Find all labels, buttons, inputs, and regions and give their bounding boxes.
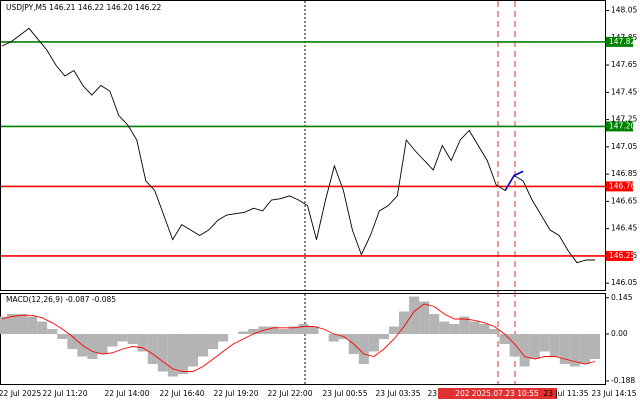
macd-bar <box>127 334 138 344</box>
time-label: 22 Jul 11:20 <box>43 389 88 398</box>
macd-bar <box>177 334 188 374</box>
time-label: 23 Jul 00:55 <box>323 389 368 398</box>
y-tick-label: 148.05 <box>611 6 637 15</box>
y-tick-label: 147.25 <box>611 115 637 124</box>
level-label: 147.20 <box>609 121 635 130</box>
time-label: 22 Jul 19:20 <box>214 389 259 398</box>
macd-panel-frame <box>0 293 606 385</box>
macd-bar <box>308 326 319 334</box>
macd-bar <box>17 314 28 334</box>
macd-bar <box>298 324 309 334</box>
macd-bar <box>549 334 560 357</box>
macd-bar <box>368 334 379 352</box>
macd-bar <box>539 334 550 352</box>
time-label: 23 Jul 03:35 <box>376 389 421 398</box>
macd-bar <box>0 316 8 334</box>
macd-bar <box>107 334 118 347</box>
y-tick-label: 147.05 <box>611 142 637 151</box>
macd-bar <box>409 296 420 334</box>
time-label: 22 Jul 22:00 <box>268 389 313 398</box>
macd-bar <box>388 326 400 334</box>
macd-bar <box>459 316 470 334</box>
macd-bar <box>569 334 580 367</box>
price-panel-frame <box>0 0 606 291</box>
level-label-bg <box>606 250 633 261</box>
macd-bar <box>579 334 590 364</box>
chart-title: USDJPY,M5 146.21 146.22 146.20 146.22 <box>6 3 162 12</box>
y-tick-label: 146.05 <box>611 278 637 287</box>
y-tick-label: -0.188 <box>611 376 635 385</box>
time-label: 22 Jul 16:40 <box>160 389 205 398</box>
y-tick-label: 0.145 <box>611 293 633 302</box>
y-tick-label: 146.65 <box>611 196 637 205</box>
macd-bar <box>509 334 520 357</box>
macd-bar <box>499 334 510 344</box>
macd-bar <box>529 334 540 359</box>
time-label: 23 Jul 11:35 <box>544 389 589 398</box>
macd-bar <box>399 311 410 334</box>
macd-bar <box>589 334 601 359</box>
macd-bar <box>97 334 108 354</box>
time-label: 23 Jul 14:15 <box>592 389 637 398</box>
macd-bar <box>439 321 450 334</box>
macd-bar <box>288 326 299 334</box>
macd-bar <box>117 334 128 342</box>
macd-bar <box>37 321 48 334</box>
y-tick-label: 146.45 <box>611 224 637 233</box>
macd-bar <box>419 301 430 334</box>
level-label-bg <box>606 181 633 192</box>
macd-bar <box>67 334 78 349</box>
macd-bar <box>57 334 68 339</box>
level-label: 146.76 <box>609 181 635 190</box>
macd-bar <box>358 334 369 364</box>
macd-bar <box>47 329 58 334</box>
macd-bar <box>197 334 209 357</box>
y-tick-label: 146.85 <box>611 169 637 178</box>
level-label: 147.82 <box>609 37 635 46</box>
macd-bar <box>268 326 279 334</box>
macd-bar <box>238 331 249 334</box>
time-label-bg <box>438 388 557 399</box>
level-label: 146.25 <box>609 251 635 260</box>
macd-bar <box>469 321 480 334</box>
macd-bar <box>218 334 229 342</box>
macd-bar <box>278 329 289 334</box>
signal-line <box>1 303 596 372</box>
time-label: 22 Jul 2025 <box>0 389 41 398</box>
macd-bar <box>167 334 178 377</box>
time-label: 202 2025.07.23 10:55 <box>455 389 539 398</box>
macd-bar <box>378 334 389 339</box>
macd-bar <box>87 334 98 359</box>
macd-bar <box>187 334 198 367</box>
y-tick-label: 147.65 <box>611 60 637 69</box>
macd-bar <box>479 324 490 334</box>
macd-bar <box>7 314 18 334</box>
macd-bar <box>147 334 158 364</box>
macd-bar <box>27 316 38 334</box>
price-line <box>1 27 595 264</box>
time-label: 22 Jul 14:00 <box>105 389 150 398</box>
macd-bar <box>208 334 219 349</box>
macd-bar <box>328 334 339 342</box>
macd-bar <box>429 314 440 334</box>
macd-bar <box>248 329 259 334</box>
macd-bar <box>157 334 168 372</box>
level-label-bg <box>606 121 633 132</box>
macd-title: MACD(12,26,9) -0.087 -0.085 <box>6 295 116 304</box>
y-tick-label: 0.00 <box>611 329 628 338</box>
level-label-bg <box>606 36 633 47</box>
price-line <box>504 170 524 191</box>
macd-bar <box>519 334 530 367</box>
time-markers <box>497 1 516 384</box>
macd-bar <box>449 324 460 334</box>
macd-bar <box>137 334 148 352</box>
y-tick-label: 147.45 <box>611 87 637 96</box>
macd-bar <box>489 329 500 334</box>
macd-bar <box>559 334 570 364</box>
